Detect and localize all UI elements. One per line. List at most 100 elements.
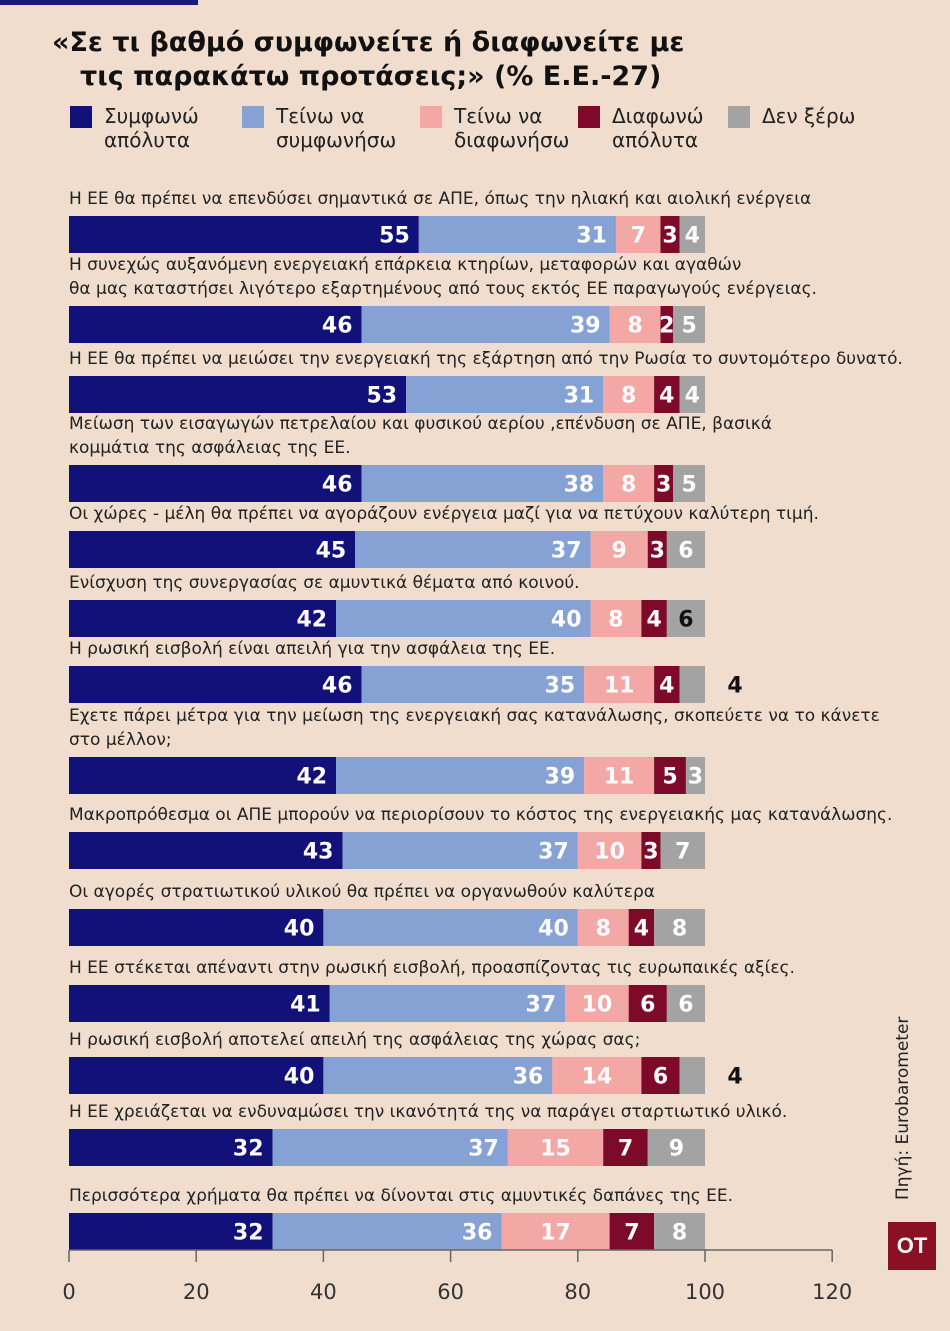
value-label-2-tend-disagree: 8 (627, 314, 642, 339)
value-label-8-dont-know: 3 (688, 765, 703, 790)
question-label-8: στο μέλλον; (69, 730, 172, 750)
value-label-1-dont-know: 4 (685, 224, 700, 249)
value-label-4-tend-agree: 38 (564, 473, 595, 498)
x-tick-label-80: 80 (564, 1280, 591, 1304)
value-label-7-strongly-agree: 46 (322, 674, 353, 699)
bar-1-strongly-agree (69, 216, 419, 253)
question-label-12: Η ρωσική εισβολή αποτελεί απειλή της ασφ… (69, 1030, 640, 1050)
bar-5-strongly-agree (69, 531, 356, 568)
bar-4-tend-agree (361, 465, 604, 502)
value-label-6-dont-know: 6 (678, 608, 693, 633)
value-label-4-tend-disagree: 8 (621, 473, 636, 498)
question-label-13: Η ΕΕ χρειάζεται να ενδυναμώσει την ικανό… (69, 1102, 787, 1122)
bar-8-strongly-disagree (654, 757, 686, 794)
value-label-3-strongly-agree: 53 (366, 384, 397, 409)
value-label-6-tend-disagree: 8 (608, 608, 623, 633)
bar-12-dont-know (679, 1057, 705, 1094)
value-label-2-dont-know: 5 (681, 314, 696, 339)
legend-label-tend-disagree: Τείνω να διαφωνήσω (454, 104, 570, 152)
bar-2-tend-disagree (609, 306, 661, 343)
bar-9-tend-agree (342, 832, 578, 869)
bar-1-dont-know (679, 216, 705, 253)
question-label-11: Η ΕΕ στέκεται απέναντι στην ρωσική εισβο… (69, 958, 795, 978)
value-label-3-tend-agree: 31 (564, 384, 595, 409)
value-label-11-strongly-agree: 41 (290, 993, 321, 1018)
bar-5-dont-know (666, 531, 705, 568)
bar-4-dont-know (673, 465, 705, 502)
bar-7-tend-disagree (584, 666, 655, 703)
value-label-6-strongly-disagree: 4 (646, 608, 661, 633)
bar-2-dont-know (673, 306, 705, 343)
bar-13-strongly-agree (69, 1129, 273, 1166)
value-label-5-tend-agree: 37 (551, 539, 582, 564)
x-tick-label-0: 0 (62, 1280, 75, 1304)
source-note: Πηγή: Eurobarometer (893, 1016, 913, 1200)
legend-label-tend-agree: Τείνω να συμφωνήσω (276, 104, 397, 152)
question-label-2: θα μας καταστήσει λιγότερο εξαρτημένους … (69, 279, 817, 299)
x-tick-label-40: 40 (310, 1280, 337, 1304)
bar-10-dont-know (654, 909, 705, 946)
question-label-14: Περισσότερα χρήματα θα πρέπει να δίνοντα… (69, 1186, 733, 1206)
bar-6-dont-know (666, 600, 705, 637)
bar-1-strongly-disagree (660, 216, 680, 253)
value-label-7-strongly-disagree: 4 (659, 674, 674, 699)
bar-11-strongly-agree (69, 985, 330, 1022)
question-label-1: Η ΕΕ θα πρέπει να επενδύσει σημαντικά σε… (69, 189, 811, 209)
bar-13-tend-agree (272, 1129, 508, 1166)
x-tick-label-60: 60 (437, 1280, 464, 1304)
bar-6-strongly-agree (69, 600, 337, 637)
legend-swatch-dont-know (728, 106, 750, 128)
bar-12-strongly-disagree (641, 1057, 680, 1094)
chart-title-line-1: «Σε τι βαθμό συμφωνείτε ή διαφωνείτε με (52, 27, 685, 58)
value-label-1-tend-disagree: 7 (631, 224, 646, 249)
bar-8-dont-know (685, 757, 705, 794)
bar-7-dont-know (679, 666, 705, 703)
value-label-10-strongly-agree: 40 (284, 917, 315, 942)
value-label-12-dont-know: 4 (727, 1065, 742, 1090)
bar-14-tend-agree (272, 1213, 502, 1250)
value-label-4-strongly-agree: 46 (322, 473, 353, 498)
bar-1-tend-disagree (615, 216, 661, 253)
bar-5-strongly-disagree (647, 531, 667, 568)
bar-4-tend-disagree (603, 465, 655, 502)
value-label-1-strongly-disagree: 3 (662, 224, 677, 249)
question-label-2: Η συνεχώς αυξανόμενη ενεργειακή επάρκεια… (69, 255, 741, 275)
bar-2-strongly-agree (69, 306, 362, 343)
legend-label-strongly-disagree: Διαφωνώ απόλυτα (612, 104, 704, 152)
bar-14-dont-know (654, 1213, 705, 1250)
value-label-3-tend-disagree: 8 (621, 384, 636, 409)
value-label-13-tend-disagree: 15 (540, 1137, 571, 1162)
legend-swatch-strongly-disagree (578, 106, 600, 128)
value-label-14-tend-agree: 36 (462, 1221, 493, 1246)
value-label-10-strongly-disagree: 4 (634, 917, 649, 942)
value-label-2-strongly-agree: 46 (322, 314, 353, 339)
value-label-7-dont-know: 4 (727, 674, 742, 699)
bar-9-dont-know (660, 832, 705, 869)
bar-6-tend-disagree (590, 600, 642, 637)
bar-10-tend-agree (323, 909, 578, 946)
question-label-10: Οι αγορές στρατιωτικού υλικού θα πρέπει … (69, 882, 655, 902)
value-label-11-tend-disagree: 10 (582, 993, 613, 1018)
value-label-1-tend-agree: 31 (576, 224, 607, 249)
value-label-14-dont-know: 8 (672, 1221, 687, 1246)
bar-10-tend-disagree (577, 909, 629, 946)
legend-label-dont-know: Δεν ξέρω (762, 104, 856, 128)
value-label-5-dont-know: 6 (678, 539, 693, 564)
bar-5-tend-agree (355, 531, 591, 568)
value-label-1-strongly-agree: 55 (379, 224, 410, 249)
bar-14-strongly-disagree (609, 1213, 655, 1250)
bar-7-strongly-disagree (654, 666, 680, 703)
x-tick-label-100: 100 (685, 1280, 725, 1304)
value-label-11-strongly-disagree: 6 (640, 993, 655, 1018)
bar-11-strongly-disagree (628, 985, 667, 1022)
value-label-2-strongly-disagree: 2 (659, 314, 674, 339)
question-label-8: Εχετε πάρει μέτρα για την μείωση της ενε… (69, 706, 880, 726)
bar-2-tend-agree (361, 306, 610, 343)
bar-6-tend-agree (336, 600, 591, 637)
bar-12-strongly-agree (69, 1057, 324, 1094)
legend-swatch-strongly-agree (70, 106, 92, 128)
value-label-6-strongly-agree: 42 (296, 608, 327, 633)
bar-5-tend-disagree (590, 531, 648, 568)
value-label-6-tend-agree: 40 (551, 608, 582, 633)
value-label-12-tend-disagree: 14 (582, 1065, 613, 1090)
